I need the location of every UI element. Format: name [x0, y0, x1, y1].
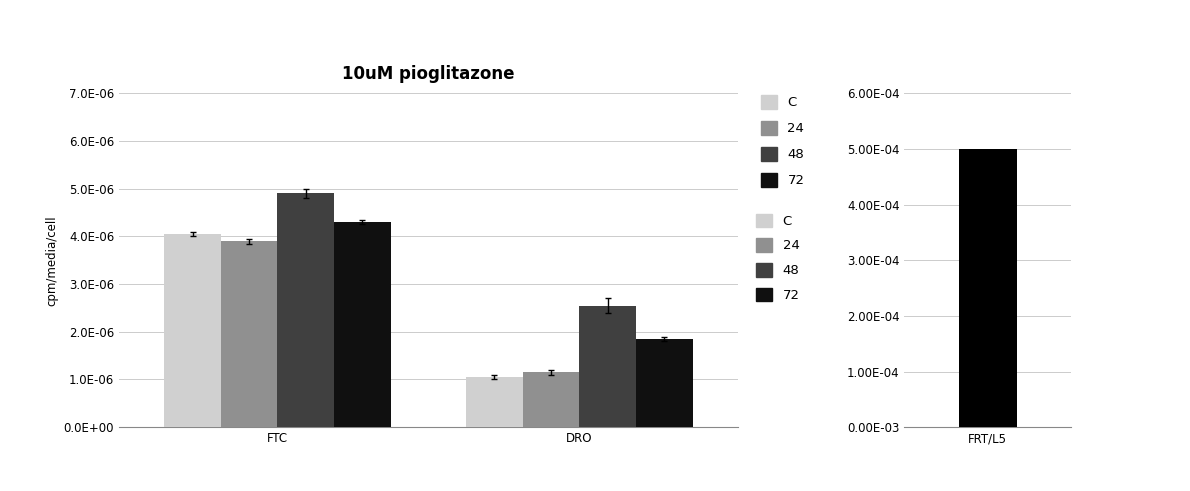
Bar: [277, 193, 334, 427]
Bar: [580, 305, 635, 427]
Legend: C, 24, 48, 72: C, 24, 48, 72: [762, 95, 804, 188]
Bar: [164, 234, 221, 427]
Legend: C, 24, 48, 72: C, 24, 48, 72: [757, 214, 800, 302]
Y-axis label: cpm/media/cell: cpm/media/cell: [45, 215, 58, 305]
Bar: [635, 339, 693, 427]
Bar: [959, 149, 1016, 427]
Bar: [334, 222, 390, 427]
Bar: [522, 372, 580, 427]
Title: 10uM pioglitazone: 10uM pioglitazone: [343, 65, 514, 83]
Bar: [221, 241, 277, 427]
Bar: [466, 377, 522, 427]
